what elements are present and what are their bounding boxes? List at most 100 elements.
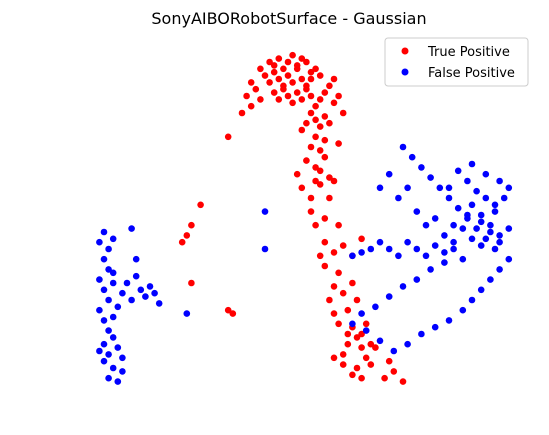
true-positive-point-31	[307, 92, 315, 100]
true-positive-point-96	[390, 368, 398, 375]
false-positive-point-58	[376, 184, 384, 192]
false-positive-point-78	[445, 184, 453, 192]
false-positive-point-18	[114, 344, 122, 351]
true-positive-point-70	[321, 262, 329, 270]
true-positive-point-34	[252, 85, 260, 93]
true-positive-point-60	[326, 194, 333, 202]
true-positive-point-58	[316, 181, 324, 188]
true-positive-point-109	[229, 310, 237, 317]
false-positive-point-40	[261, 245, 269, 253]
false-positive-point-50	[431, 242, 439, 249]
true-positive-point-111	[326, 82, 333, 90]
true-positive-point-27	[289, 99, 296, 107]
true-positive-point-29	[298, 96, 306, 103]
true-positive-point-1	[270, 62, 278, 69]
true-positive-point-85	[353, 364, 361, 372]
legend-label-true-positive: True Positive	[427, 45, 510, 60]
false-positive-point-98	[390, 347, 398, 355]
true-positive-point-54	[326, 174, 333, 181]
true-positive-point-53	[316, 167, 324, 175]
false-positive-point-99	[404, 340, 411, 348]
true-positive-point-116	[339, 109, 347, 117]
false-positive-point-21	[119, 368, 126, 375]
true-positive-point-20	[307, 75, 315, 83]
true-positive-point-41	[312, 116, 319, 124]
true-positive-point-47	[321, 136, 329, 144]
false-positive-point-66	[450, 238, 457, 246]
false-positive-point-26	[109, 269, 117, 277]
true-positive-point-26	[284, 92, 292, 100]
true-positive-point-51	[312, 164, 319, 171]
false-positive-point-33	[146, 283, 154, 290]
false-positive-point-55	[477, 242, 485, 249]
true-positive-point-3	[280, 65, 287, 73]
false-positive-point-96	[362, 327, 370, 334]
false-positive-point-80	[482, 170, 490, 178]
false-positive-point-7	[100, 286, 108, 294]
false-positive-point-47	[404, 238, 411, 246]
false-positive-point-89	[427, 266, 434, 273]
false-positive-point-112	[464, 215, 471, 222]
true-positive-point-118	[335, 140, 342, 147]
false-positive-point-105	[477, 286, 485, 294]
false-positive-point-31	[137, 286, 145, 294]
legend-marker-true-positive	[401, 47, 409, 55]
false-positive-point-56	[487, 228, 494, 236]
false-positive-point-102	[445, 317, 453, 324]
false-positive-point-83	[500, 194, 508, 202]
false-positive-point-68	[468, 201, 476, 209]
false-positive-point-4	[100, 255, 108, 263]
true-positive-point-99	[362, 320, 370, 328]
false-positive-point-11	[100, 317, 108, 324]
false-positive-point-52	[450, 245, 457, 253]
true-positive-point-104	[188, 221, 195, 229]
true-positive-point-86	[367, 361, 375, 368]
true-positive-point-35	[247, 102, 255, 110]
true-positive-point-82	[358, 344, 365, 351]
true-positive-point-13	[275, 75, 283, 83]
chart-title: SonyAIBORobotSurface - Gaussian	[151, 9, 426, 28]
true-positive-point-92	[344, 330, 352, 338]
false-positive-point-67	[459, 225, 467, 232]
false-positive-point-46	[395, 252, 402, 260]
false-positive-point-9	[105, 296, 112, 304]
true-positive-point-87	[372, 344, 379, 351]
true-positive-point-77	[344, 306, 352, 314]
true-positive-point-9	[307, 68, 315, 76]
false-positive-point-20	[109, 364, 117, 372]
true-positive-point-40	[307, 109, 315, 117]
false-positive-point-12	[105, 327, 112, 334]
false-positive-point-16	[100, 340, 108, 348]
legend-marker-false-positive	[401, 68, 409, 76]
false-positive-point-49	[422, 252, 430, 260]
false-positive-point-88	[441, 259, 448, 266]
false-positive-point-64	[431, 215, 439, 222]
false-positive-point-1	[100, 228, 108, 236]
true-positive-point-68	[339, 242, 347, 249]
true-positive-point-108	[224, 306, 232, 314]
false-positive-point-65	[441, 232, 448, 239]
false-positive-point-103	[459, 306, 467, 314]
true-positive-point-43	[321, 113, 329, 120]
true-positive-point-72	[330, 283, 338, 290]
false-positive-point-70	[487, 221, 494, 229]
false-positive-point-23	[105, 374, 112, 382]
false-positive-point-37	[128, 225, 135, 232]
false-positive-point-17	[105, 351, 112, 358]
false-positive-point-28	[123, 279, 131, 287]
false-positive-point-60	[395, 194, 402, 202]
true-positive-point-8	[303, 58, 310, 66]
true-positive-point-57	[307, 194, 315, 202]
true-positive-point-16	[289, 79, 296, 86]
false-positive-point-119	[399, 143, 407, 151]
false-positive-point-34	[151, 289, 158, 297]
false-positive-point-85	[477, 218, 485, 226]
true-positive-point-49	[316, 147, 324, 154]
true-positive-point-24	[275, 96, 283, 103]
false-positive-point-93	[372, 303, 379, 311]
true-positive-point-15	[284, 72, 292, 79]
true-positive-point-11	[266, 79, 273, 86]
legend-label-false-positive: False Positive	[428, 66, 515, 81]
false-positive-point-107	[496, 266, 503, 273]
false-positive-point-35	[155, 300, 163, 307]
